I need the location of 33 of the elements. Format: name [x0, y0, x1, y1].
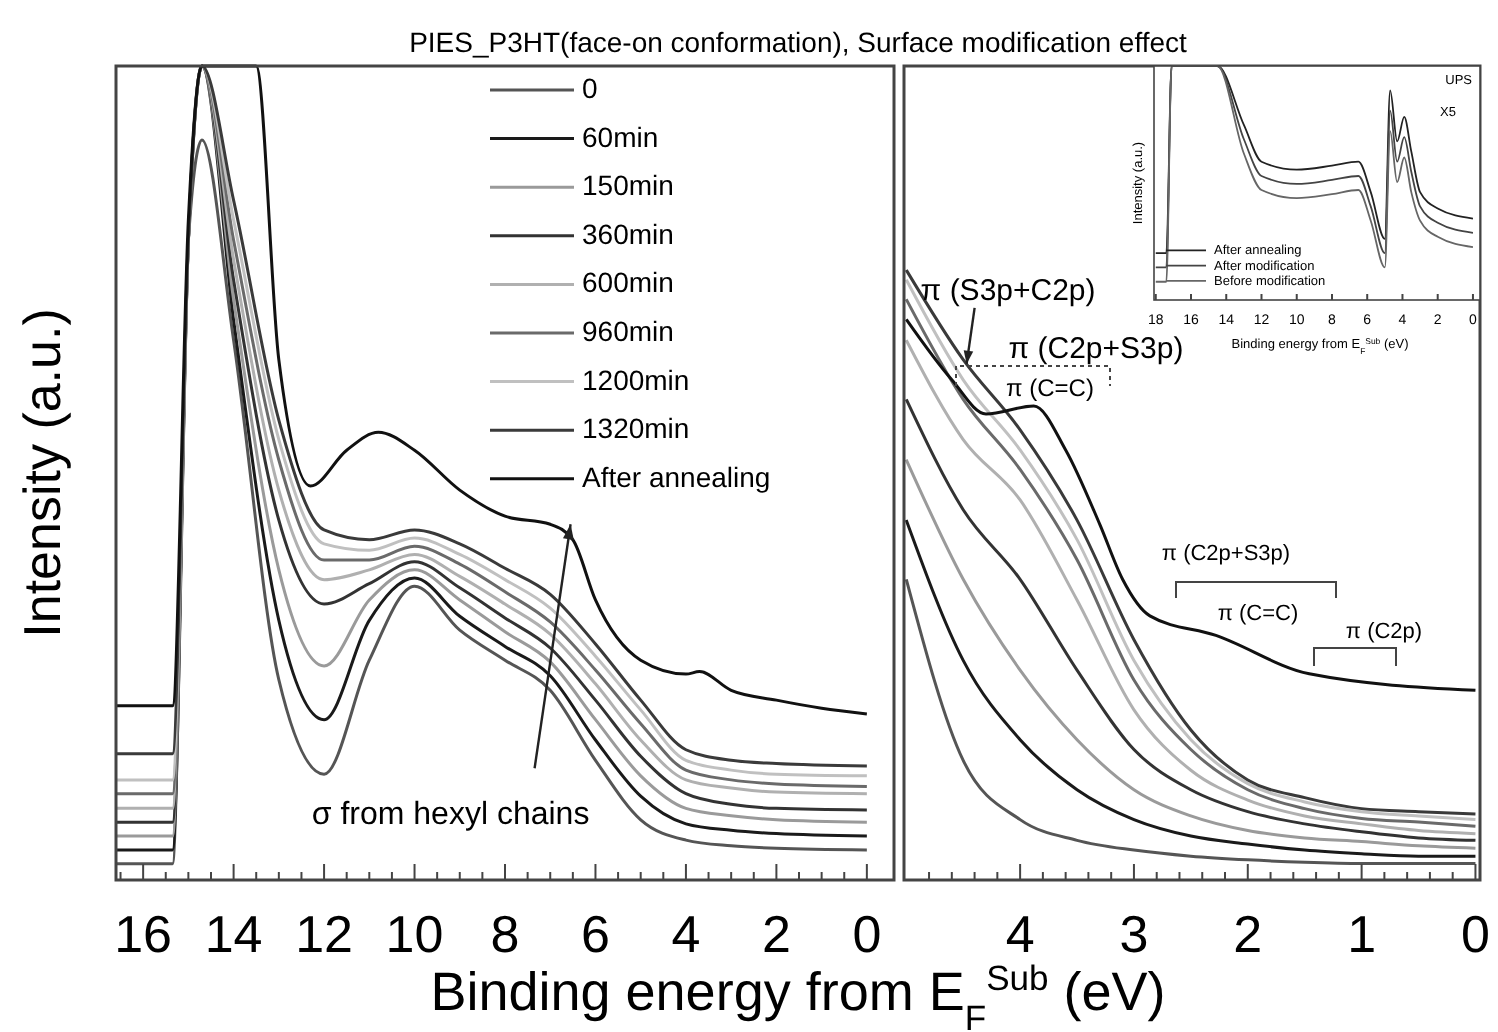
x-tick-label: 14: [204, 904, 263, 964]
chart-title: PIES_P3HT(face-on conformation), Surface modification effect: [409, 26, 1188, 58]
annotation: σ from hexyl chains: [311, 798, 590, 833]
annotation: π (C=C): [1217, 602, 1299, 626]
y-axis-title: Intensity (a.u.): [12, 308, 72, 638]
legend-label: 960min: [582, 314, 674, 347]
x-tick-label: 10: [385, 904, 444, 964]
x-axis-title: Binding energy from E$_{F}$$^{Sub}$ (eV): [430, 958, 1166, 1032]
x-tick-label: 12: [295, 904, 353, 964]
x-tick-label: 0: [852, 904, 882, 964]
x-tick-label: 1: [1347, 904, 1377, 964]
legend-label: After annealing: [582, 460, 771, 493]
x-tick-label: 2: [1233, 904, 1263, 964]
x-tick-label: 4: [1005, 904, 1035, 964]
annotation: π (C2p+S3p): [1008, 332, 1184, 366]
legend-label: 60min: [582, 120, 659, 153]
annotation: π (C2p): [1345, 620, 1423, 644]
x-tick-label: 16: [114, 904, 173, 964]
x-tick-label: 6: [581, 904, 610, 964]
x-tick-label: 4: [671, 904, 701, 964]
legend-label: 1320min: [582, 411, 690, 444]
x-tick-label: 2: [761, 904, 791, 964]
legend-label: 1200min: [582, 363, 690, 396]
annotation: π (S3p+C2p): [920, 273, 1096, 308]
legend-label: 150min: [582, 168, 674, 201]
legend-label: 0: [582, 71, 598, 104]
legend-label: 600min: [582, 265, 674, 298]
legend-label: 360min: [582, 217, 674, 250]
x-tick-label: 0: [1460, 904, 1490, 964]
x-tick-label: 8: [490, 904, 520, 964]
x-tick-label: 3: [1119, 904, 1149, 964]
annotation: π (C=C): [1006, 374, 1094, 402]
annotation: π (C2p+S3p): [1161, 542, 1291, 566]
